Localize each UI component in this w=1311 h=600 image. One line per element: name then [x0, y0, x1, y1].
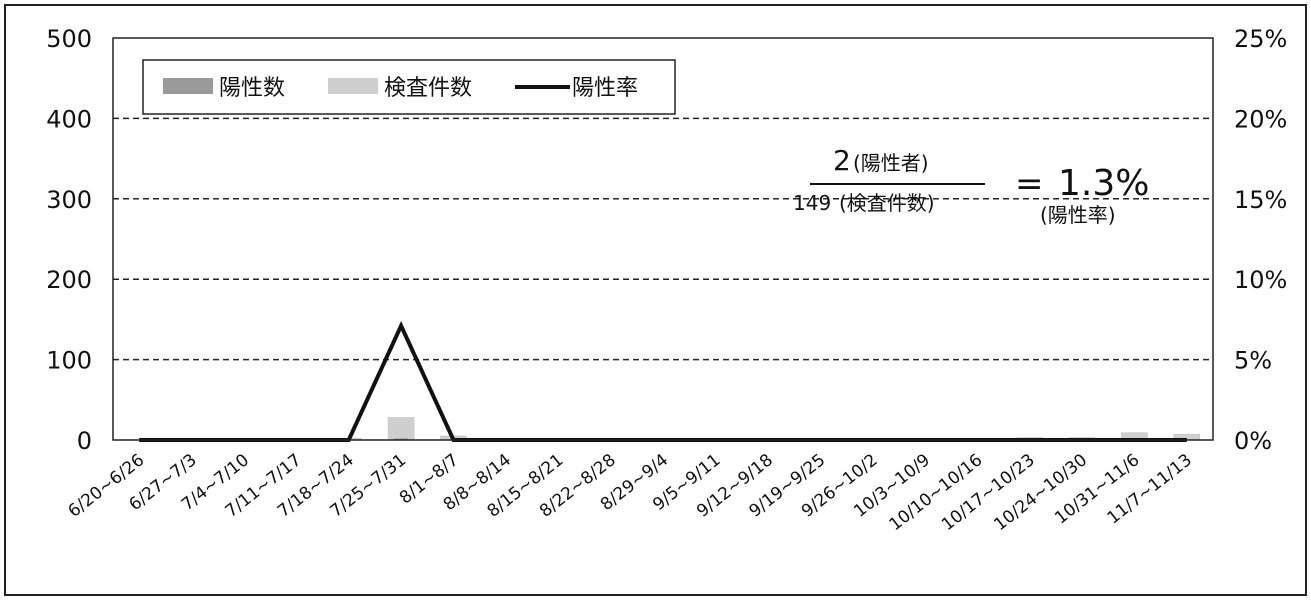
- plot-border: [112, 37, 1214, 441]
- legend-label-test-count: 検査件数: [384, 76, 472, 101]
- left-axis-ticks: 0 100 200 300 400 500: [46, 25, 92, 455]
- legend-label-positive-count: 陽性数: [219, 76, 285, 101]
- legend-label-positive-rate: 陽性率: [572, 76, 638, 101]
- formula-result-label: (陽性率): [1040, 203, 1116, 227]
- y2-tick-label: 25%: [1234, 25, 1287, 53]
- y2-tick-label: 0%: [1234, 427, 1272, 455]
- y2-tick-label: 15%: [1234, 186, 1287, 214]
- y2-tick-label: 10%: [1234, 266, 1287, 294]
- legend-swatch-test-count: [328, 78, 378, 94]
- legend: 陽性数 検査件数 陽性率: [142, 59, 676, 115]
- y-tick-label: 500: [46, 25, 92, 53]
- x-axis-ticks: 6/20~6/266/27~7/37/4~7/107/11~7/177/18~7…: [65, 450, 1196, 535]
- bar-positive-count: [394, 438, 409, 440]
- y-tick-label: 300: [46, 186, 92, 214]
- formula-numerator-label: (陽性者): [853, 151, 929, 175]
- line-positive-rate: [139, 321, 1187, 442]
- y2-tick-label: 5%: [1234, 347, 1272, 375]
- rate-formula-annotation: 2 (陽性者) 149 (検査件数) = 1.3% (陽性率): [793, 144, 1149, 227]
- y-tick-label: 0: [77, 427, 92, 455]
- formula-denominator-label: (検査件数): [839, 191, 935, 215]
- y2-tick-label: 20%: [1234, 105, 1287, 133]
- rate-line-group: [139, 321, 1187, 442]
- bars-group: [335, 417, 1201, 441]
- formula-equals-sign: =: [1015, 164, 1044, 204]
- bar-test-count: [387, 417, 415, 441]
- right-axis-ticks: 0% 5% 10% 15% 20% 25%: [1234, 25, 1287, 455]
- formula-denominator-value: 149: [793, 191, 831, 215]
- formula-numerator-value: 2: [833, 144, 851, 177]
- y-tick-label: 400: [46, 105, 92, 133]
- plot-area-border: [112, 37, 1214, 441]
- y-tick-label: 100: [46, 347, 92, 375]
- y-tick-label: 200: [46, 266, 92, 294]
- legend-box: [142, 59, 676, 115]
- legend-swatch-positive-count: [163, 78, 213, 94]
- formula-result: 1.3%: [1058, 163, 1149, 204]
- grid-lines: [113, 117, 1213, 361]
